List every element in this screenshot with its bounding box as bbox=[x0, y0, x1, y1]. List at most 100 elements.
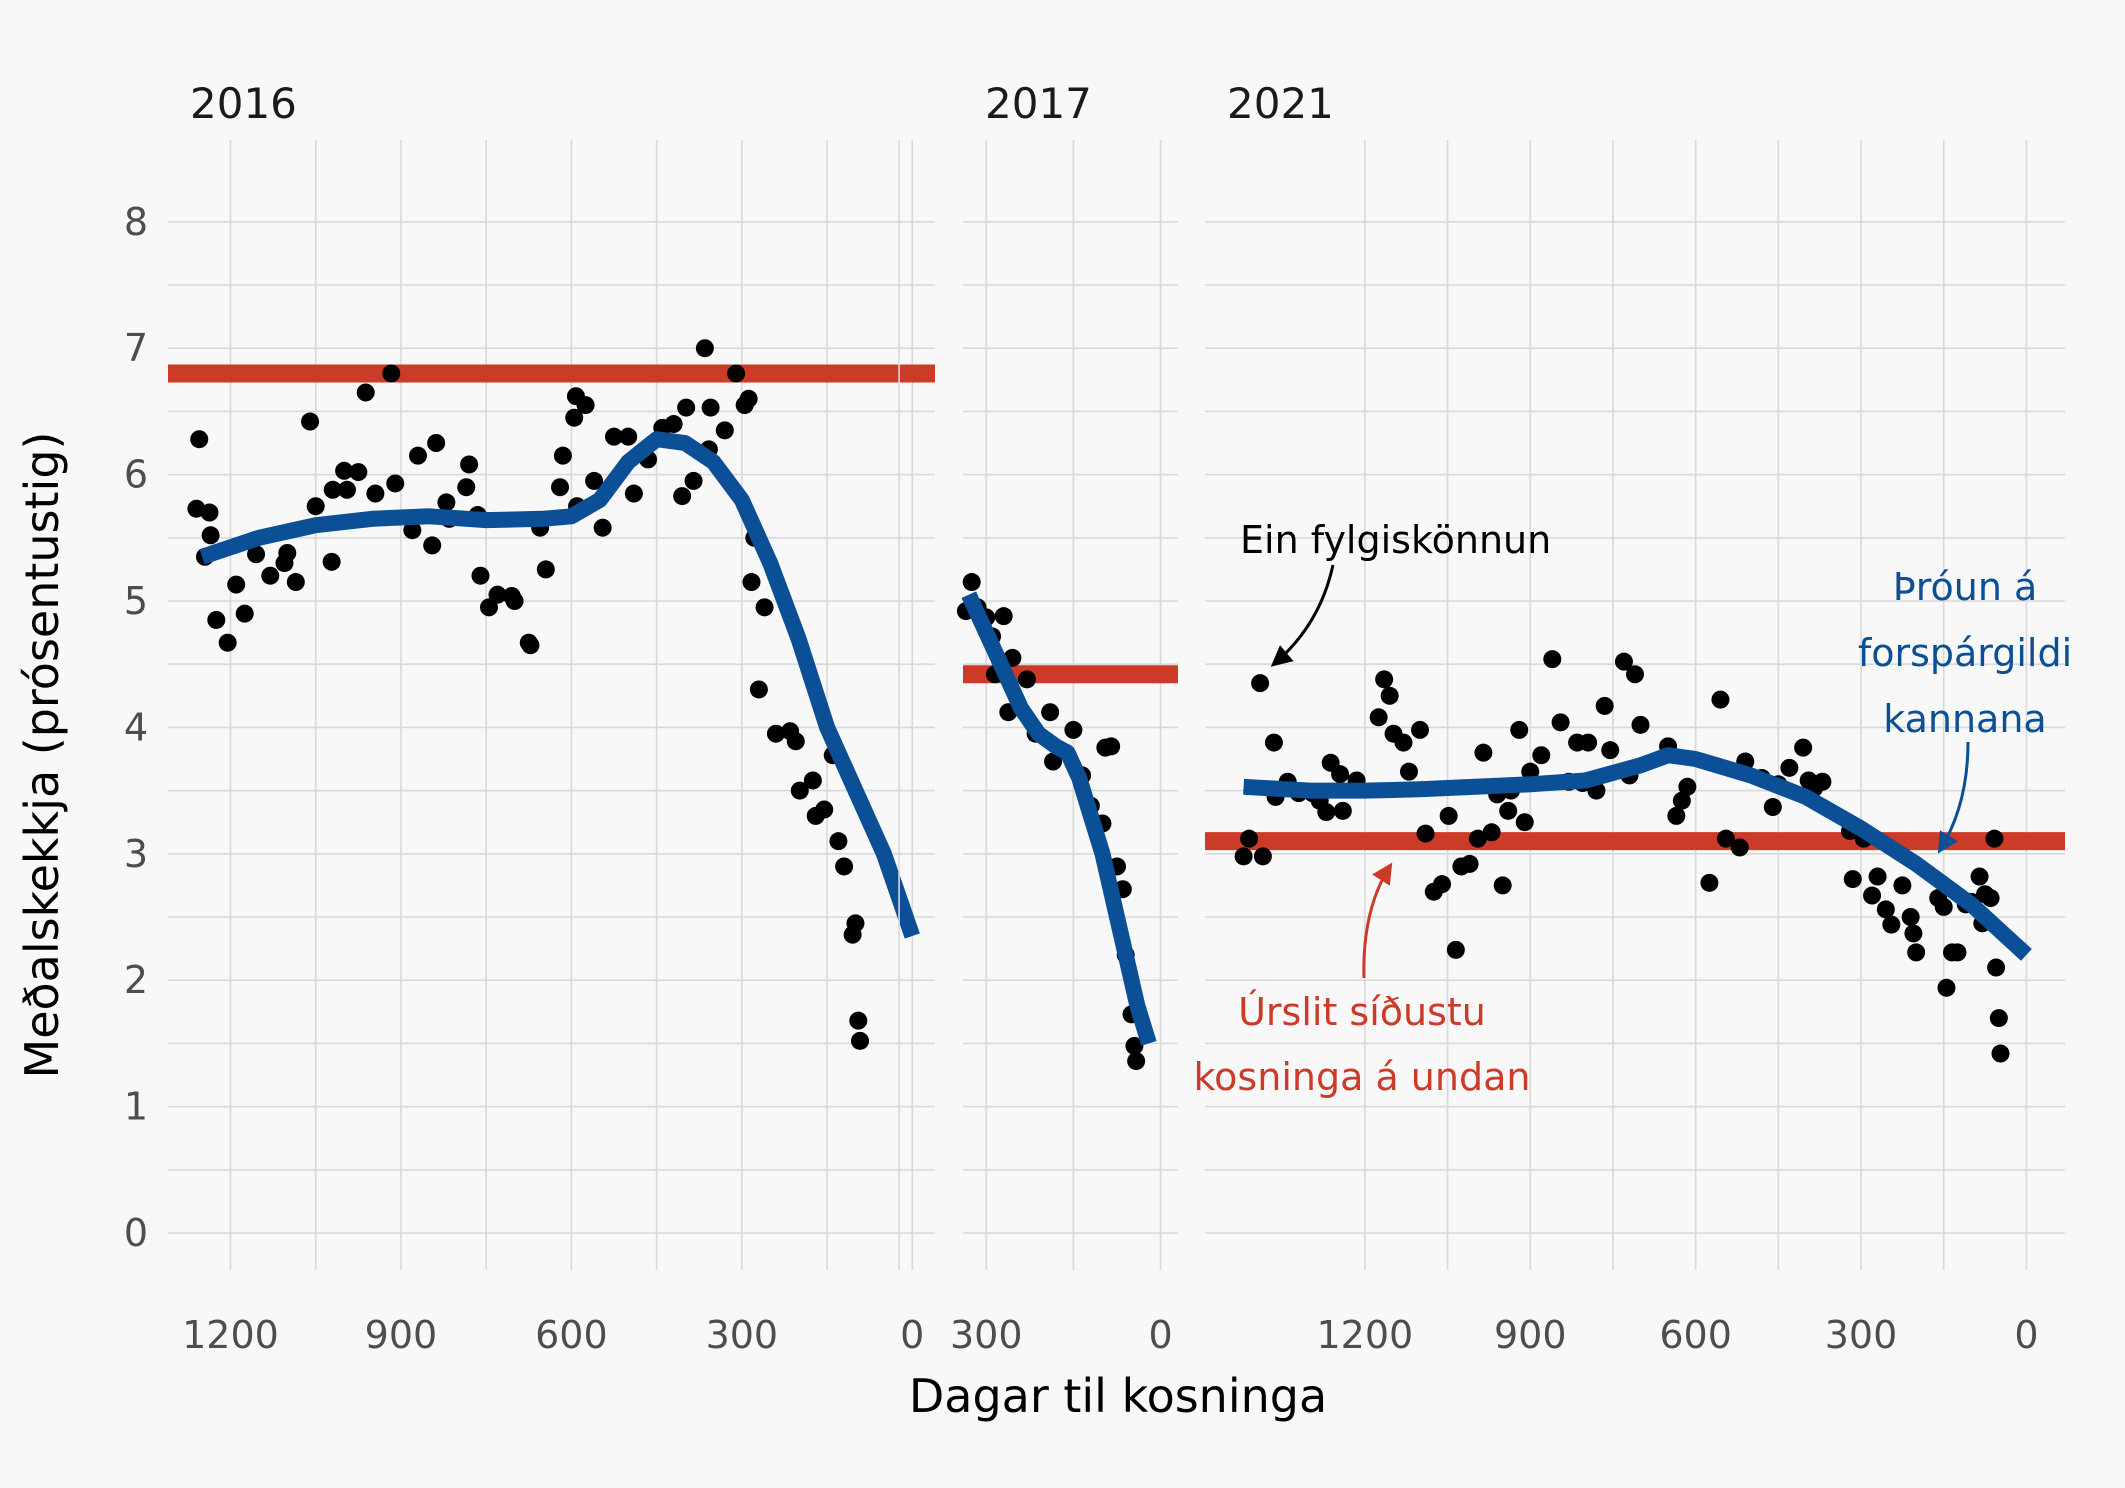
poll-point bbox=[604, 427, 623, 446]
poll-point bbox=[1482, 823, 1501, 842]
poll-point bbox=[1595, 696, 1614, 715]
poll-point bbox=[335, 461, 354, 480]
poll-point bbox=[1399, 762, 1418, 781]
chart-panels: 1200 900 600 300 0 2016 300 0 2017 1200 900 600 300 0… bbox=[168, 79, 2065, 1357]
poll-point bbox=[366, 484, 385, 503]
poll-point bbox=[1044, 752, 1063, 771]
poll-point bbox=[201, 526, 220, 545]
poll-point bbox=[1380, 686, 1399, 705]
poll-point bbox=[1317, 803, 1336, 822]
poll-point bbox=[521, 636, 540, 655]
x-tick-label: 300 bbox=[1825, 1313, 1898, 1357]
x-tick-label: 300 bbox=[706, 1313, 779, 1357]
poll-point bbox=[766, 724, 785, 743]
trend-line bbox=[199, 431, 920, 939]
poll-point bbox=[323, 480, 342, 499]
x-axis-title: Dagar til kosninga bbox=[909, 1369, 1327, 1423]
y-tick-label: 2 bbox=[124, 958, 148, 1002]
panel-label: 2017 bbox=[985, 79, 1092, 128]
poll-point bbox=[1937, 978, 1956, 997]
poll-point bbox=[1716, 829, 1735, 848]
poll-point bbox=[505, 592, 524, 610]
poll-point bbox=[1901, 908, 1920, 926]
poll-point bbox=[1601, 741, 1620, 760]
poll-point bbox=[306, 497, 325, 516]
poll-point bbox=[576, 396, 595, 415]
poll-point bbox=[1907, 943, 1926, 962]
trend-line bbox=[961, 591, 1157, 1046]
poll-point bbox=[200, 503, 219, 522]
poll-point bbox=[1678, 777, 1697, 796]
poll-point bbox=[1017, 670, 1036, 689]
y-tick-label: 0 bbox=[124, 1211, 148, 1255]
panel-label: 2021 bbox=[1227, 79, 1334, 128]
x-tick-label: 600 bbox=[535, 1313, 608, 1357]
y-tick-label: 5 bbox=[124, 579, 148, 623]
poll-point bbox=[1813, 772, 1832, 791]
poll-point bbox=[218, 633, 237, 652]
poll-point bbox=[624, 484, 643, 503]
y-axis-ticks: 0 1 2 3 4 5 6 7 8 bbox=[124, 200, 148, 1255]
poll-point bbox=[1763, 798, 1782, 817]
poll-point bbox=[1446, 940, 1465, 959]
poll-point bbox=[1375, 670, 1394, 689]
poll-point bbox=[1411, 720, 1429, 739]
poll-point bbox=[337, 480, 356, 499]
poll-point bbox=[684, 471, 703, 490]
poll-point bbox=[1882, 915, 1901, 934]
annotation-poll: Ein fylgiskönnun bbox=[1240, 518, 1551, 562]
poll-point bbox=[403, 521, 422, 540]
panel-label: 2016 bbox=[190, 79, 297, 128]
poll-point bbox=[1331, 765, 1350, 784]
poll-point bbox=[1499, 801, 1518, 820]
poll-point bbox=[286, 573, 305, 592]
poll-point bbox=[673, 487, 692, 506]
poll-point bbox=[1667, 806, 1686, 825]
poll-point bbox=[423, 536, 442, 555]
poll-point bbox=[1251, 674, 1270, 693]
poll-point bbox=[565, 408, 584, 427]
annotation-result-line-2: kosninga á undan bbox=[1194, 1055, 1531, 1099]
poll-point bbox=[247, 545, 266, 564]
x-tick-label: 1200 bbox=[1317, 1313, 1414, 1357]
poll-point bbox=[1876, 900, 1895, 919]
poll-point bbox=[1989, 1009, 2008, 1028]
annotation-trend-line-3: kannana bbox=[1883, 697, 2046, 741]
poll-point bbox=[427, 434, 446, 452]
poll-point bbox=[727, 364, 746, 383]
poll-point bbox=[1253, 847, 1272, 866]
poll-point bbox=[1970, 867, 1989, 886]
x-tick-label: 900 bbox=[1494, 1313, 1567, 1357]
poll-point bbox=[1510, 720, 1529, 739]
poll-point bbox=[437, 493, 456, 512]
y-axis-title: Meðalskekkja (prósentustig) bbox=[15, 432, 69, 1079]
poll-point bbox=[962, 573, 981, 592]
poll-point bbox=[1102, 737, 1121, 756]
poll-point bbox=[815, 800, 834, 819]
annotation-result-line-1: Úrslit síðustu bbox=[1238, 990, 1486, 1034]
poll-point bbox=[677, 398, 696, 417]
poll-point bbox=[1711, 690, 1730, 709]
panel-2017: 300 0 2017 bbox=[898, 79, 1178, 1357]
poll-point bbox=[301, 412, 320, 431]
poll-point bbox=[1985, 829, 2004, 848]
poll-point bbox=[1433, 875, 1452, 894]
poll-point bbox=[1515, 813, 1534, 832]
poll-point bbox=[790, 781, 809, 800]
poll-point bbox=[536, 560, 555, 579]
y-tick-label: 4 bbox=[124, 705, 148, 749]
poll-point bbox=[994, 607, 1013, 626]
poll-point bbox=[235, 604, 254, 623]
poll-point bbox=[1626, 665, 1644, 684]
poll-point bbox=[190, 430, 209, 449]
poll-point bbox=[1460, 854, 1479, 873]
poll-point bbox=[664, 415, 683, 434]
poll-point bbox=[1863, 886, 1882, 905]
poll-point bbox=[786, 732, 805, 751]
poll-point bbox=[1369, 708, 1388, 727]
poll-point bbox=[849, 1011, 868, 1030]
y-tick-label: 3 bbox=[124, 832, 148, 876]
poll-point bbox=[207, 610, 226, 629]
poll-point bbox=[1780, 758, 1799, 777]
poll-point bbox=[1264, 733, 1283, 752]
